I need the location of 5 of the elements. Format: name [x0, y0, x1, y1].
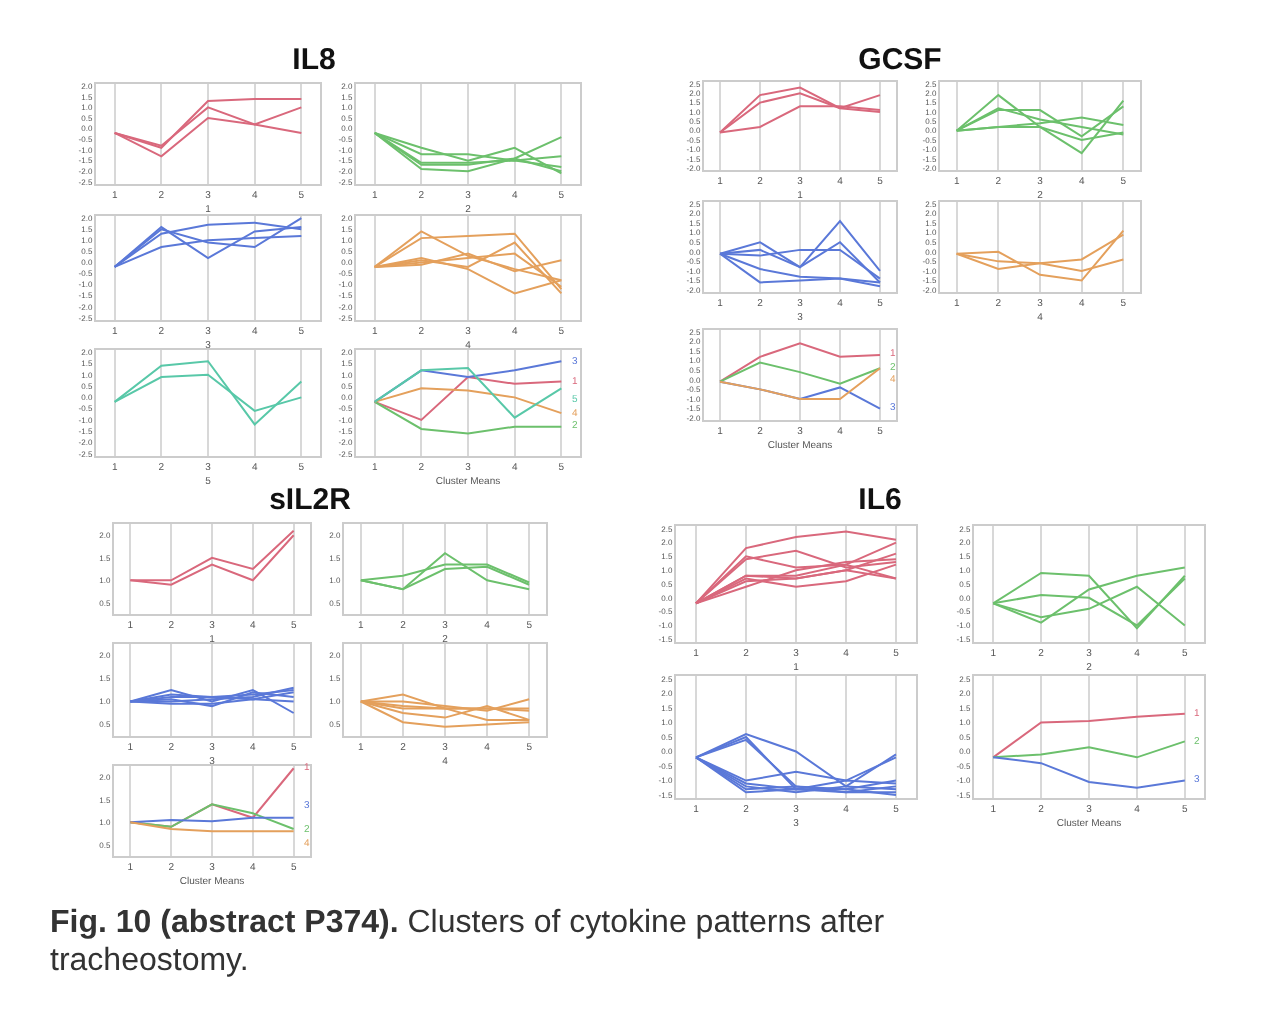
text: Fig. 10 (abstract P374). Clusters of cytokine patterns after tracheostomy.: [50, 906, 885, 978]
chart-title: sIL2R: [269, 483, 351, 517]
chart-title: IL6: [858, 483, 902, 517]
chart-title: GCSF: [858, 43, 942, 77]
chart-title: IL8: [292, 43, 336, 77]
